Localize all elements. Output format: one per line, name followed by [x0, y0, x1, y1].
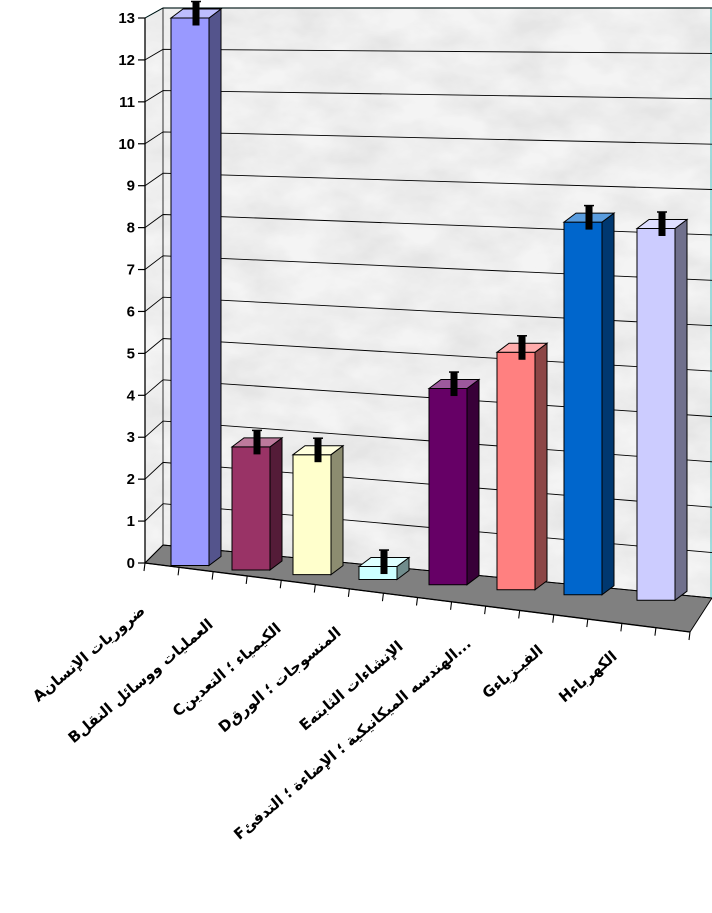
error-bar	[253, 430, 261, 455]
gridline	[144, 7, 712, 19]
bar-h	[635, 211, 689, 602]
x-tick-label: Fالهندسه الميكانيكية ؛ الإضاءة ؛ التدفئ.…	[230, 634, 474, 843]
bar-front	[358, 566, 398, 580]
x-tick-mark	[143, 562, 146, 572]
x-tick-mark	[279, 580, 282, 589]
error-bar	[518, 335, 526, 360]
error-bar	[450, 372, 458, 397]
bar-side	[674, 218, 688, 602]
error-bar	[192, 1, 200, 26]
bar-b	[230, 429, 284, 571]
x-tick-mark	[688, 631, 691, 641]
bar-front	[496, 351, 536, 591]
bar-front	[170, 17, 210, 566]
bar-side	[601, 212, 615, 596]
error-bar	[380, 550, 388, 575]
y-tick-label: 1	[127, 513, 135, 530]
y-tick-label: 13	[118, 10, 135, 27]
bar-g	[562, 204, 616, 596]
y-tick-label: 12	[118, 52, 135, 69]
y-tick-label: 7	[127, 262, 135, 279]
bar-d	[357, 549, 411, 581]
bar-side	[330, 444, 344, 576]
bar-e	[427, 371, 481, 586]
bar-front	[292, 454, 332, 576]
x-tick-mark	[586, 618, 589, 628]
x-tick-mark	[381, 593, 384, 602]
bar-side	[208, 8, 222, 567]
y-tick-label: 8	[127, 220, 135, 237]
error-bar	[658, 211, 666, 236]
gridline	[144, 131, 712, 145]
x-tick-label: Gالفيـزياء	[479, 641, 547, 702]
bar-side	[269, 436, 283, 571]
x-tick-mark	[415, 597, 419, 606]
bar-front	[428, 388, 468, 586]
x-tick-mark	[245, 575, 248, 585]
x-tick-mark	[552, 614, 555, 623]
gridline	[144, 90, 712, 103]
gridline	[144, 214, 712, 236]
bar-c	[291, 437, 345, 576]
bar-side	[466, 378, 480, 586]
x-tick-mark	[620, 623, 623, 632]
bar-a	[169, 0, 223, 567]
y-tick-label: 4	[127, 387, 136, 404]
y-tick-label: 3	[127, 429, 135, 446]
bar-front	[636, 228, 676, 601]
y-tick-label: 10	[118, 136, 135, 153]
gridline	[144, 48, 712, 61]
y-tick-label: 5	[127, 345, 135, 362]
y-tick-label: 0	[127, 555, 135, 572]
gridline	[144, 296, 712, 327]
bar-front	[231, 446, 271, 571]
y-tick-label: 6	[127, 303, 135, 320]
bar-f	[495, 335, 549, 591]
gridline	[144, 172, 712, 190]
bar-side	[534, 342, 548, 591]
x-tick-mark	[177, 567, 180, 576]
x-tick-mark	[654, 627, 657, 636]
error-bar	[585, 205, 593, 230]
x-tick-mark	[450, 601, 453, 610]
x-tick-mark	[518, 610, 521, 619]
x-tick-label: Hالكهرباء	[555, 647, 620, 706]
x-tick-mark	[347, 588, 350, 597]
side-wall	[145, 8, 163, 563]
y-tick-label: 2	[127, 471, 135, 488]
gridline	[144, 255, 712, 281]
x-tick-mark	[211, 571, 214, 580]
x-tick-mark	[484, 606, 487, 615]
y-tick-label: 9	[127, 178, 135, 195]
x-tick-mark	[313, 584, 316, 593]
x-tick-label: Bالعمليات ووسائل النقل	[65, 615, 217, 747]
bar-front	[563, 221, 603, 596]
y-tick-label: 11	[119, 94, 135, 111]
error-bar	[314, 438, 322, 463]
